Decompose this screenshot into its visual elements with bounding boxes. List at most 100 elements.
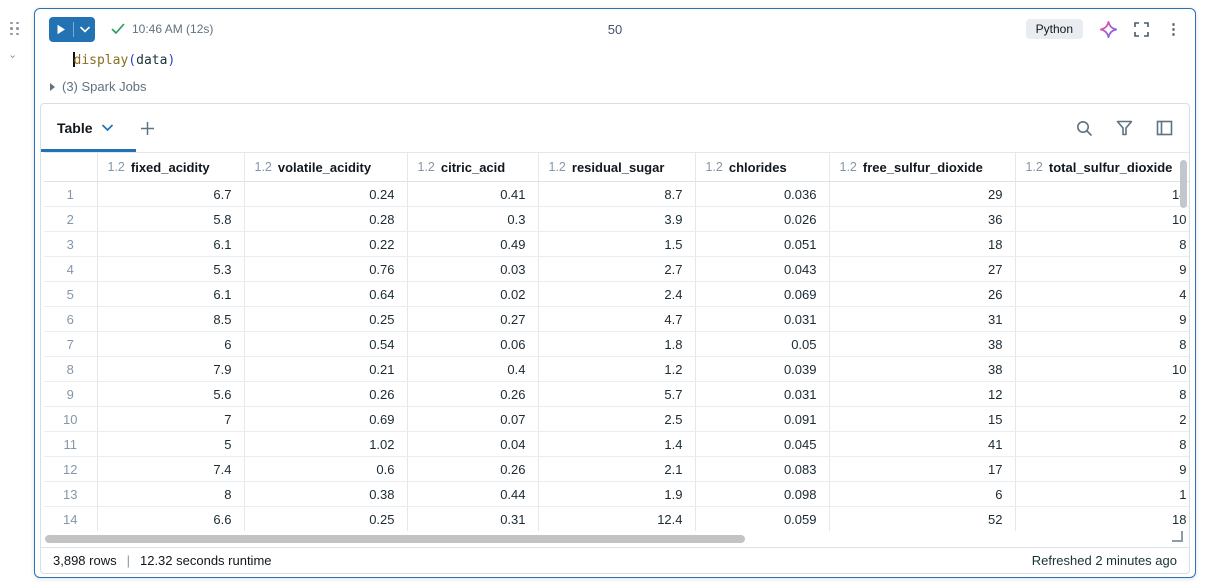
cell-value[interactable]: 0.26 xyxy=(407,456,539,482)
column-header-chlorides[interactable]: 1.2 chlorides xyxy=(695,152,830,182)
cell-value[interactable]: 0.25 xyxy=(244,506,408,532)
cell-value[interactable]: 0.069 xyxy=(695,281,830,307)
cell-value[interactable]: 7 xyxy=(97,406,245,432)
cell-value[interactable]: 5.8 xyxy=(97,206,245,232)
cell-value[interactable]: 0.026 xyxy=(695,206,830,232)
column-header-fixed_acidity[interactable]: 1.2 fixed_acidity xyxy=(97,152,245,182)
cell-value[interactable]: 1.4 xyxy=(538,431,696,457)
cell-value[interactable]: 8.5 xyxy=(97,306,245,332)
cell-value[interactable]: 7.4 xyxy=(97,456,245,482)
horizontal-scrollbar[interactable] xyxy=(45,535,745,543)
cell-value[interactable]: 6 xyxy=(829,481,1016,507)
cell-value[interactable]: 2 xyxy=(1015,406,1189,432)
cell-value[interactable]: 0.039 xyxy=(695,356,830,382)
cell-menu-kebab-icon[interactable]: ⋮ xyxy=(1166,20,1181,38)
drag-handle-icon[interactable] xyxy=(8,20,21,37)
cell-value[interactable]: 8 xyxy=(1015,231,1189,257)
cell-value[interactable]: 0.22 xyxy=(244,231,408,257)
cell-value[interactable]: 2.4 xyxy=(538,281,696,307)
cell-value[interactable]: 0.02 xyxy=(407,281,539,307)
vertical-scrollbar[interactable] xyxy=(1180,160,1187,208)
spark-jobs-toggle[interactable]: (3) Spark Jobs xyxy=(50,79,1195,94)
language-selector[interactable]: Python xyxy=(1025,19,1083,39)
cell-value[interactable]: 8 xyxy=(1015,431,1189,457)
cell-value[interactable]: 5.3 xyxy=(97,256,245,282)
cell-value[interactable]: 6.6 xyxy=(97,506,245,532)
column-header-citric_acid[interactable]: 1.2 citric_acid xyxy=(407,152,539,182)
cell-value[interactable]: 1.2 xyxy=(538,356,696,382)
cell-value[interactable]: 18 xyxy=(1015,506,1189,532)
cell-value[interactable]: 5.7 xyxy=(538,381,696,407)
cell-value[interactable]: 7.9 xyxy=(97,356,245,382)
cell-value[interactable]: 5 xyxy=(97,431,245,457)
cell-value[interactable]: 0.05 xyxy=(695,331,830,357)
cell-value[interactable]: 0.3 xyxy=(407,206,539,232)
cell-value[interactable]: 8 xyxy=(1015,331,1189,357)
cell-value[interactable]: 0.4 xyxy=(407,356,539,382)
assistant-sparkle-icon[interactable] xyxy=(1100,20,1117,38)
cell-value[interactable]: 0.03 xyxy=(407,256,539,282)
cell-value[interactable]: 36 xyxy=(829,206,1016,232)
cell-value[interactable]: 0.6 xyxy=(244,456,408,482)
run-cell-button[interactable] xyxy=(49,16,95,42)
cell-value[interactable]: 8.7 xyxy=(538,181,696,207)
cell-value[interactable]: 0.21 xyxy=(244,356,408,382)
tab-table[interactable]: Table xyxy=(57,119,113,137)
cell-value[interactable]: 6 xyxy=(97,331,245,357)
cell-value[interactable]: 0.031 xyxy=(695,381,830,407)
cell-value[interactable]: 38 xyxy=(829,331,1016,357)
cell-value[interactable]: 0.031 xyxy=(695,306,830,332)
play-icon[interactable] xyxy=(49,17,73,42)
column-header-residual_sugar[interactable]: 1.2 residual_sugar xyxy=(538,152,696,182)
cell-value[interactable]: 1.8 xyxy=(538,331,696,357)
cell-value[interactable]: 3.9 xyxy=(538,206,696,232)
cell-value[interactable]: 17 xyxy=(829,456,1016,482)
cell-value[interactable]: 2.7 xyxy=(538,256,696,282)
code-editor-line[interactable]: display(data) xyxy=(73,52,176,68)
collapse-cell-chevron-icon[interactable]: ⌄ xyxy=(8,49,18,61)
cell-value[interactable]: 0.059 xyxy=(695,506,830,532)
cell-value[interactable]: 0.41 xyxy=(407,181,539,207)
cell-value[interactable]: 0.051 xyxy=(695,231,830,257)
cell-value[interactable]: 0.28 xyxy=(244,206,408,232)
cell-value[interactable]: 14 xyxy=(1015,181,1189,207)
cell-value[interactable]: 1.5 xyxy=(538,231,696,257)
cell-value[interactable]: 12 xyxy=(829,381,1016,407)
resize-handle-icon[interactable] xyxy=(1172,531,1183,542)
cell-value[interactable]: 0.036 xyxy=(695,181,830,207)
cell-value[interactable]: 0.045 xyxy=(695,431,830,457)
add-visualization-icon[interactable] xyxy=(140,121,155,136)
cell-value[interactable]: 0.69 xyxy=(244,406,408,432)
cell-value[interactable]: 0.31 xyxy=(407,506,539,532)
cell-value[interactable]: 26 xyxy=(829,281,1016,307)
cell-value[interactable]: 0.07 xyxy=(407,406,539,432)
cell-value[interactable]: 0.06 xyxy=(407,331,539,357)
cell-value[interactable]: 15 xyxy=(829,406,1016,432)
cell-value[interactable]: 0.38 xyxy=(244,481,408,507)
columns-panel-icon[interactable] xyxy=(1156,120,1173,136)
run-options-chevron-icon[interactable] xyxy=(74,17,95,42)
cell-value[interactable]: 31 xyxy=(829,306,1016,332)
cell-value[interactable]: 4.7 xyxy=(538,306,696,332)
filter-icon[interactable] xyxy=(1116,120,1133,136)
cell-value[interactable]: 9 xyxy=(1015,256,1189,282)
cell-value[interactable]: 0.043 xyxy=(695,256,830,282)
cell-value[interactable]: 0.26 xyxy=(407,381,539,407)
cell-value[interactable]: 0.25 xyxy=(244,306,408,332)
column-header-total_sulfur_dioxide[interactable]: 1.2 total_sulfur_dioxide xyxy=(1015,152,1189,182)
cell-value[interactable]: 0.54 xyxy=(244,331,408,357)
column-header-volatile_acidity[interactable]: 1.2 volatile_acidity xyxy=(244,152,408,182)
cell-value[interactable]: 0.27 xyxy=(407,306,539,332)
cell-value[interactable]: 8 xyxy=(1015,381,1189,407)
cell-value[interactable]: 0.64 xyxy=(244,281,408,307)
cell-value[interactable]: 52 xyxy=(829,506,1016,532)
cell-value[interactable]: 0.098 xyxy=(695,481,830,507)
cell-value[interactable]: 0.091 xyxy=(695,406,830,432)
tab-options-chevron-icon[interactable] xyxy=(101,119,113,137)
cell-value[interactable]: 0.04 xyxy=(407,431,539,457)
cell-value[interactable]: 0.76 xyxy=(244,256,408,282)
cell-value[interactable]: 6.1 xyxy=(97,231,245,257)
cell-value[interactable]: 1 xyxy=(1015,481,1189,507)
column-header-free_sulfur_dioxide[interactable]: 1.2 free_sulfur_dioxide xyxy=(829,152,1016,182)
cell-value[interactable]: 38 xyxy=(829,356,1016,382)
